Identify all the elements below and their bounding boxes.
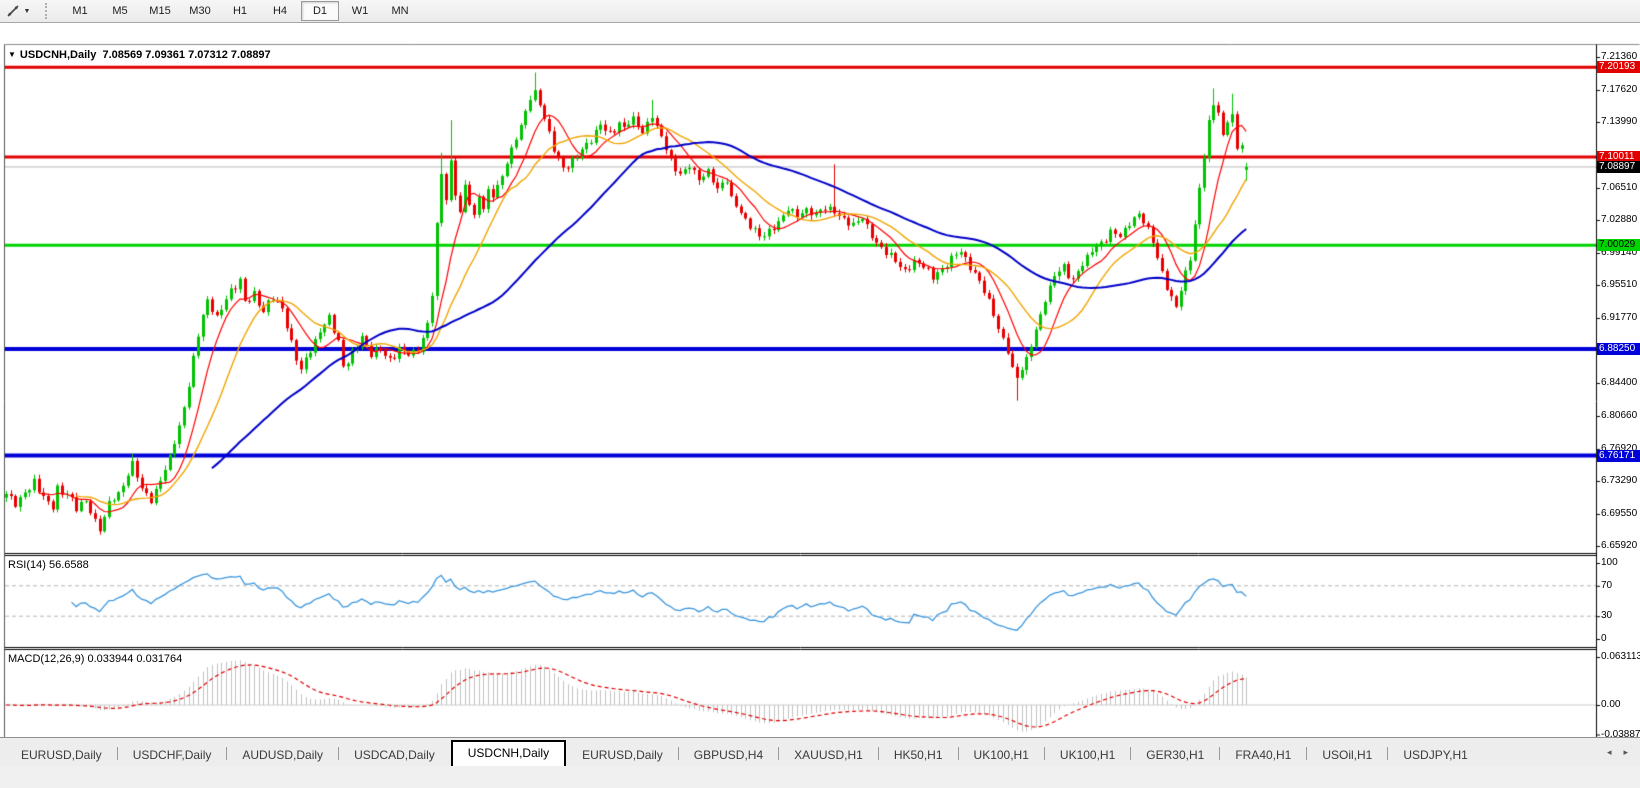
chart-tab-GER30-H1[interactable]: GER30,H1 <box>1146 748 1205 762</box>
tab-scroll-arrows: ◂ ▸ <box>1607 747 1640 758</box>
timeframe-button-D1[interactable]: D1 <box>301 1 339 21</box>
price-tick: 6.95510 <box>1601 278 1638 290</box>
rsi-indicator-label: RSI(14) 56.6588 <box>8 559 89 571</box>
rsi-tick: 100 <box>1601 557 1618 568</box>
macd-tick: 0.063113 <box>1601 651 1640 663</box>
chart-tab-USDCHF-Daily[interactable]: USDCHF,Daily <box>132 748 212 762</box>
price-level-badge: 7.20193 <box>1597 61 1640 74</box>
price-tick: 6.99140 <box>1601 246 1638 258</box>
price-level-badge: 6.88250 <box>1597 343 1640 356</box>
price-level-badge: 7.10011 <box>1597 151 1640 164</box>
chevron-down-icon: ▼ <box>23 7 31 15</box>
tab-divider <box>778 747 780 760</box>
chart-window: ▼ USDCNH,Daily 7.08569 7.09361 7.07312 7.… <box>0 22 1640 788</box>
chart-tab-EURUSD-Daily[interactable]: EURUSD,Daily <box>21 748 102 762</box>
price-tick: 7.13990 <box>1601 116 1638 127</box>
top-toolbar: ▼ M1 M5 M15 M30 H1 H4 D1 W1 MN <box>0 0 1640 23</box>
timeframe-button-M5[interactable]: M5 <box>112 5 128 17</box>
chart-ohlc-values: 7.08569 7.09361 7.07312 7.08897 <box>102 49 271 61</box>
tab-divider <box>1306 747 1308 760</box>
price-tick: 7.17620 <box>1601 83 1638 95</box>
tab-divider <box>338 747 340 760</box>
tab-scroll-left-icon[interactable]: ◂ <box>1606 746 1612 757</box>
price-tick: 6.69550 <box>1601 507 1638 519</box>
timeframe-button-MN[interactable]: MN <box>391 5 409 17</box>
tab-scroll-right-icon[interactable]: ▸ <box>1623 746 1628 757</box>
price-tick: 6.84400 <box>1601 376 1638 388</box>
chart-tab-GBPUSD-H4[interactable]: GBPUSD,H4 <box>693 748 764 762</box>
macd-tick: 0.00 <box>1601 699 1621 710</box>
price-tick: 6.65920 <box>1601 539 1638 551</box>
chart-tab-AUDUSD-Daily[interactable]: AUDUSD,Daily <box>242 748 324 762</box>
chart-tab-USDCAD-Daily[interactable]: USDCAD,Daily <box>354 748 435 762</box>
chart-menu-caret-icon[interactable]: ▼ <box>8 50 16 59</box>
price-tick: 6.80660 <box>1601 409 1638 421</box>
timeframe-button-M15[interactable]: M15 <box>149 5 171 17</box>
chart-tab-USDJPY-H1[interactable]: USDJPY,H1 <box>1403 748 1468 762</box>
timeframe-button-W1[interactable]: W1 <box>351 5 369 17</box>
timeframe-button-M30[interactable]: M30 <box>189 5 211 17</box>
cursor-tool-icon <box>6 5 19 17</box>
price-level-badge: 6.76171 <box>1597 449 1640 462</box>
tab-divider <box>877 747 879 760</box>
timeframe-button-H4[interactable]: H4 <box>272 5 288 17</box>
chart-tab-USDCNH-Daily[interactable]: USDCNH,Daily <box>450 740 567 766</box>
rsi-tick: 30 <box>1601 610 1613 622</box>
tab-divider <box>1387 747 1389 760</box>
tab-divider <box>677 747 679 760</box>
rsi-tick: 70 <box>1601 579 1613 591</box>
chart-tab-UK100-H1[interactable]: UK100,H1 <box>973 748 1029 762</box>
timeframe-button-H1[interactable]: H1 <box>232 5 248 17</box>
price-tick: 7.02880 <box>1601 213 1638 225</box>
timeframe-button-group: M1 M5 M15 M30 H1 H4 D1 W1 MN <box>60 1 420 21</box>
chart-title: ▼ USDCNH,Daily 7.08569 7.09361 7.07312 7.… <box>8 49 271 61</box>
cursor-tool-button[interactable]: ▼ <box>3 2 33 20</box>
tab-divider <box>1043 747 1045 760</box>
price-level-badge: 7.08897 <box>1597 160 1640 173</box>
chart-symbol-period: USDCNH,Daily <box>19 49 97 61</box>
chart-tab-USOil-H1[interactable]: USOil,H1 <box>1322 748 1373 762</box>
tab-divider <box>116 747 118 760</box>
tab-divider <box>1130 747 1132 760</box>
price-level-badge: 7.00029 <box>1597 239 1640 252</box>
rsi-tick: 0 <box>1601 633 1607 644</box>
price-chart-canvas[interactable] <box>0 22 1640 788</box>
macd-tick: -0.038872 <box>1601 728 1640 740</box>
price-tick: 6.91770 <box>1601 311 1638 323</box>
tabs-holder: EURUSD,Daily USDCHF,Daily AUDUSD,Daily USDC… <box>0 740 1483 766</box>
price-tick: 6.73290 <box>1601 474 1638 486</box>
macd-indicator-label: MACD(12,26,9) 0.033944 0.031764 <box>8 653 183 665</box>
chart-tab-XAUUSD-H1[interactable]: XAUUSD,H1 <box>794 748 863 762</box>
chart-tab-UK100-H1[interactable]: UK100,H1 <box>1059 748 1116 762</box>
chart-tab-FRA40-H1[interactable]: FRA40,H1 <box>1235 748 1292 762</box>
timeframe-button-M1[interactable]: M1 <box>72 5 88 17</box>
tab-divider <box>957 747 959 760</box>
price-tick: 7.21360 <box>1601 51 1638 62</box>
tab-divider <box>226 747 228 760</box>
chart-tab-HK50-H1[interactable]: HK50,H1 <box>893 748 943 762</box>
chart-tab-bar: EURUSD,Daily USDCHF,Daily AUDUSD,Daily USDC… <box>0 737 1640 766</box>
price-tick: 7.06510 <box>1601 181 1638 193</box>
tab-divider <box>1219 747 1221 760</box>
toolbar-grip[interactable] <box>45 3 50 19</box>
price-tick: 6.76920 <box>1601 442 1638 454</box>
chart-tab-EURUSD-Daily[interactable]: EURUSD,Daily <box>582 748 663 762</box>
